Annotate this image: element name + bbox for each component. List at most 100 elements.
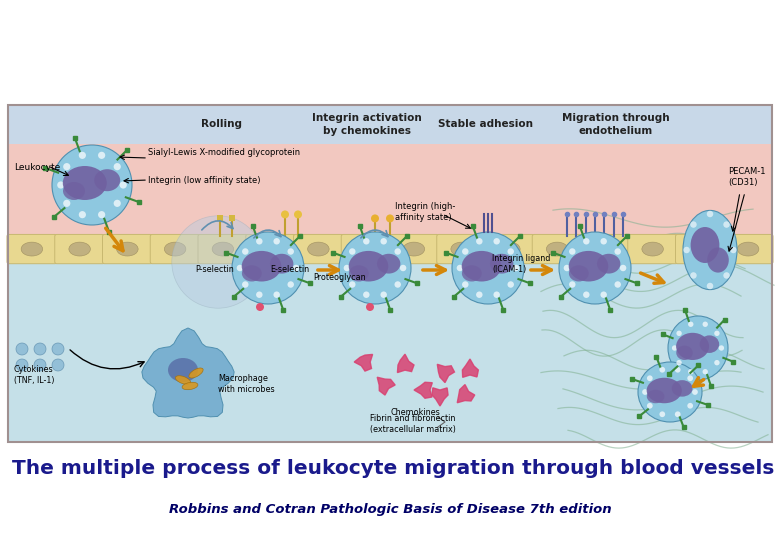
Circle shape (569, 248, 576, 255)
Text: Integrin (high-
affinity state): Integrin (high- affinity state) (395, 202, 456, 222)
Circle shape (659, 411, 665, 417)
Text: Chemokines: Chemokines (390, 408, 440, 417)
FancyBboxPatch shape (389, 234, 438, 264)
Ellipse shape (676, 333, 709, 360)
Ellipse shape (260, 242, 282, 256)
Circle shape (675, 367, 681, 373)
Polygon shape (142, 328, 234, 418)
Ellipse shape (546, 242, 568, 256)
Ellipse shape (232, 232, 304, 304)
Circle shape (703, 369, 708, 374)
Circle shape (381, 238, 387, 245)
Ellipse shape (349, 251, 388, 281)
Circle shape (676, 330, 682, 336)
Circle shape (256, 292, 263, 298)
Polygon shape (354, 354, 373, 371)
FancyBboxPatch shape (198, 234, 248, 264)
FancyBboxPatch shape (437, 234, 487, 264)
Ellipse shape (168, 358, 198, 382)
Bar (8, 105, 772, 144)
FancyBboxPatch shape (293, 234, 343, 264)
FancyBboxPatch shape (7, 234, 57, 264)
Circle shape (462, 281, 469, 288)
Polygon shape (378, 377, 395, 395)
Circle shape (349, 248, 356, 255)
Circle shape (344, 265, 350, 271)
Ellipse shape (737, 242, 759, 256)
Ellipse shape (672, 380, 693, 397)
Circle shape (672, 345, 677, 350)
Ellipse shape (642, 242, 663, 256)
Circle shape (718, 345, 724, 350)
Circle shape (349, 281, 356, 288)
Circle shape (692, 389, 698, 395)
Circle shape (476, 238, 483, 245)
FancyBboxPatch shape (342, 234, 391, 264)
Bar (217, 215, 223, 221)
Circle shape (647, 375, 653, 381)
Ellipse shape (172, 216, 264, 308)
Ellipse shape (569, 265, 589, 281)
FancyBboxPatch shape (675, 234, 725, 264)
Text: Integrin (low affinity state): Integrin (low affinity state) (148, 176, 261, 185)
Circle shape (288, 281, 294, 288)
Bar (8, 105, 772, 442)
Circle shape (494, 238, 500, 245)
Circle shape (400, 265, 406, 271)
Text: Proteoglycan: Proteoglycan (313, 273, 366, 282)
Circle shape (274, 292, 280, 298)
Polygon shape (438, 364, 455, 383)
FancyBboxPatch shape (55, 234, 105, 264)
Ellipse shape (452, 232, 524, 304)
Ellipse shape (242, 251, 282, 281)
Polygon shape (398, 354, 414, 373)
Ellipse shape (339, 232, 411, 304)
Circle shape (723, 272, 730, 279)
Circle shape (690, 221, 697, 228)
Circle shape (642, 389, 648, 395)
Circle shape (288, 248, 294, 255)
Circle shape (119, 181, 127, 188)
Ellipse shape (403, 242, 424, 256)
Circle shape (371, 214, 379, 222)
Text: Rolling: Rolling (201, 119, 243, 130)
Circle shape (79, 211, 86, 218)
Text: Stable adhesion: Stable adhesion (438, 119, 533, 130)
Text: E-selectin: E-selectin (270, 265, 309, 274)
Ellipse shape (594, 242, 615, 256)
Polygon shape (432, 388, 448, 406)
Text: Macrophage
with microbes: Macrophage with microbes (218, 374, 275, 394)
Ellipse shape (597, 254, 620, 274)
Ellipse shape (647, 378, 682, 403)
Circle shape (583, 292, 590, 298)
Ellipse shape (182, 382, 198, 390)
Bar (8, 262, 772, 442)
Circle shape (256, 303, 264, 311)
Circle shape (363, 238, 370, 245)
Ellipse shape (63, 182, 85, 200)
FancyBboxPatch shape (628, 234, 678, 264)
Ellipse shape (307, 242, 329, 256)
Ellipse shape (638, 362, 702, 422)
Circle shape (57, 181, 65, 188)
Ellipse shape (176, 376, 190, 384)
Circle shape (52, 359, 64, 371)
Ellipse shape (212, 242, 234, 256)
Polygon shape (463, 359, 478, 377)
Polygon shape (414, 382, 432, 399)
Circle shape (292, 265, 300, 271)
Ellipse shape (690, 227, 719, 263)
Circle shape (675, 411, 681, 417)
Text: Integrin ligand
(ICAM-1): Integrin ligand (ICAM-1) (492, 254, 551, 274)
Circle shape (363, 292, 370, 298)
Ellipse shape (668, 316, 728, 380)
Ellipse shape (52, 145, 132, 225)
Ellipse shape (189, 368, 203, 378)
FancyBboxPatch shape (580, 234, 629, 264)
Ellipse shape (69, 242, 90, 256)
Circle shape (366, 303, 374, 311)
Circle shape (98, 211, 105, 218)
Circle shape (620, 265, 626, 271)
Circle shape (34, 343, 46, 355)
Circle shape (569, 281, 576, 288)
